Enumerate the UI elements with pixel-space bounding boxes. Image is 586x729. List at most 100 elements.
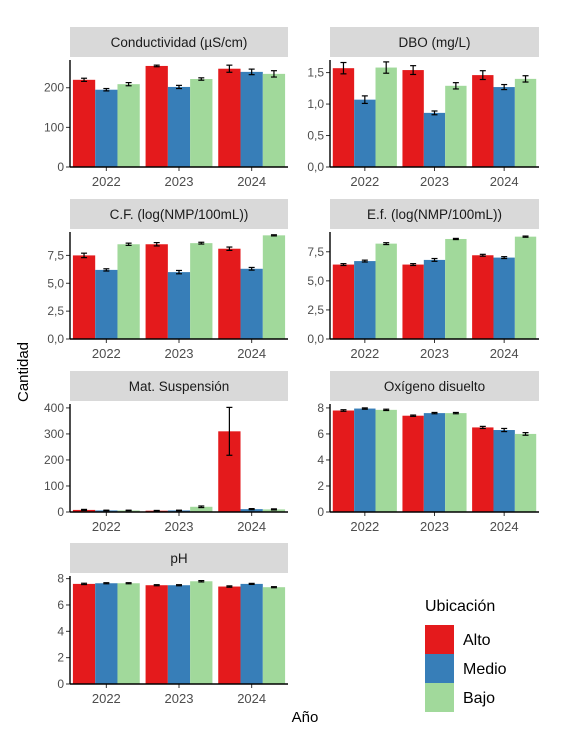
legend-label-alto: Alto <box>463 632 491 649</box>
panel-7-errorbar-medio-2024 <box>248 582 255 586</box>
panel-2-bar-alto-2023 <box>402 70 424 167</box>
panel-3-ytick-label: 5,0 <box>47 276 64 290</box>
panel-1-errorbar-medio-2023 <box>176 84 182 90</box>
panel-5-errorbar-bajo-2024 <box>270 508 277 511</box>
panel-1: Conductividad (µS/cm) 0 100 200 2022 2023 2024 <box>44 27 288 189</box>
panel-4-title: E.f. (log(NMP/100mL)) <box>367 207 502 222</box>
panel-1-xtick-label: 2024 <box>237 174 266 189</box>
panel-1-errorbar-medio-2024 <box>248 68 255 76</box>
panel-5-errorbar-bajo-2023 <box>198 505 205 509</box>
panel-1-ytick-label: 100 <box>44 120 64 134</box>
panel-1-errorbar-alto-2023 <box>153 64 160 68</box>
panel-6-ytick-label: 4 <box>317 453 324 467</box>
panel-7-bar-alto-2024 <box>218 586 241 684</box>
panel-3-bar-bajo-2023 <box>190 243 213 339</box>
panel-7-errorbar-medio-2022 <box>103 582 110 585</box>
panel-6-bar-medio-2023 <box>423 413 446 512</box>
panel-5-strip <box>70 371 288 401</box>
panel-6-ytick-label: 0 <box>317 505 324 519</box>
legend-swatch-bajo <box>425 683 454 712</box>
panel-5-errorbar-medio-2023 <box>176 509 182 512</box>
panel-7-bar-medio-2023 <box>167 585 191 684</box>
legend-title: Ubicación <box>425 598 495 615</box>
panel-2: DBO (mg/L) 0,0 0,5 1,0 1,5 2022 2023 2024 <box>307 27 539 189</box>
panel-5-ytick-label: 0 <box>57 505 64 519</box>
panel-3-errorbar-medio-2024 <box>248 266 255 271</box>
panel-2-ytick-label: 1,5 <box>307 66 324 80</box>
panel-3-errorbar-alto-2022 <box>81 252 88 259</box>
panel-5-errorbar-alto-2022 <box>81 508 88 512</box>
panel-4-bar-medio-2024 <box>493 257 515 339</box>
panel-7-errorbar-alto-2023 <box>153 584 160 587</box>
panel-2-bar-bajo-2022 <box>375 67 397 167</box>
panel-2-bar-medio-2024 <box>493 87 515 167</box>
panel-4-errorbar-medio-2024 <box>501 256 508 260</box>
panel-3-ytick-label: 2,5 <box>47 304 64 318</box>
panel-2-errorbar-medio-2024 <box>501 83 508 91</box>
panel-2-errorbar-medio-2022 <box>361 95 368 105</box>
panel-3-xtick-label: 2022 <box>92 346 121 361</box>
panel-3-errorbar-bajo-2024 <box>270 234 277 237</box>
legend-label-medio: Medio <box>463 661 507 678</box>
panel-3-bar-alto-2023 <box>145 244 168 339</box>
panel-6-bar-alto-2023 <box>402 415 424 512</box>
panel-1-errorbar-alto-2022 <box>81 77 88 83</box>
panel-7-strip <box>70 543 288 573</box>
panel-3-xtick-label: 2024 <box>237 346 266 361</box>
panel-1-bar-bajo-2022 <box>117 84 140 167</box>
legend-label-bajo: Bajo <box>463 690 495 707</box>
panel-5-xtick-label: 2022 <box>92 519 121 534</box>
panel-5-ytick-label: 100 <box>44 479 64 493</box>
panel-6: Oxígeno disuelto 0 2 4 6 8 2022 2023 2024 <box>317 371 539 534</box>
panel-7-errorbar-medio-2023 <box>176 584 182 587</box>
panel-4-errorbar-medio-2023 <box>431 257 438 262</box>
panel-6-xtick-label: 2024 <box>490 519 519 534</box>
panel-4-bar-bajo-2023 <box>445 238 467 339</box>
panel-5-errorbar-bajo-2022 <box>125 509 132 512</box>
panel-3-xtick-label: 2023 <box>165 346 194 361</box>
panel-7-bar-medio-2022 <box>95 583 118 684</box>
panel-2-xtick-label: 2024 <box>490 174 519 189</box>
panel-3-errorbar-alto-2023 <box>153 241 160 247</box>
panel-4-errorbar-bajo-2024 <box>522 235 529 238</box>
panel-1-xtick-label: 2022 <box>92 174 121 189</box>
panel-6-strip <box>330 371 539 401</box>
panel-1-title: Conductividad (µS/cm) <box>111 35 248 50</box>
panel-7-bar-bajo-2024 <box>262 587 286 684</box>
panel-4-errorbar-bajo-2022 <box>383 242 390 246</box>
panel-5-ytick-label: 400 <box>44 401 64 415</box>
panel-1-ytick-label: 0 <box>57 160 64 174</box>
panel-4-errorbar-alto-2023 <box>410 263 417 267</box>
panel-7-bar-alto-2022 <box>72 583 96 684</box>
panel-2-ytick-label: 1,0 <box>307 97 324 111</box>
panel-6-bar-alto-2024 <box>472 427 494 512</box>
panel-2-bar-medio-2022 <box>354 99 376 167</box>
panel-2-xtick-label: 2023 <box>420 174 449 189</box>
panel-4-bar-alto-2023 <box>402 264 424 339</box>
panel-6-errorbar-alto-2023 <box>410 414 417 417</box>
panel-2-strip <box>330 27 539 57</box>
panel-4-xtick-label: 2022 <box>350 346 379 361</box>
panel-1-strip <box>70 27 288 57</box>
panel-2-errorbar-bajo-2022 <box>383 61 390 74</box>
panel-3-ytick-label: 0,0 <box>47 332 64 346</box>
panel-1-bar-alto-2024 <box>218 68 241 167</box>
legend: Ubicación Alto Medio Bajo <box>425 598 507 712</box>
panel-3: C.F. (log(NMP/100mL)) 0,0 2,5 5,0 7,5 2022 202… <box>47 199 288 361</box>
panel-3-ytick-label: 7,5 <box>47 248 64 262</box>
panel-2-bar-bajo-2024 <box>514 78 537 167</box>
panel-5-xtick-label: 2024 <box>237 519 266 534</box>
panel-7-ytick-label: 8 <box>57 572 64 586</box>
panel-2-errorbar-bajo-2024 <box>522 75 529 83</box>
panel-7-bar-medio-2024 <box>240 583 263 684</box>
panel-1-errorbar-bajo-2024 <box>270 70 277 78</box>
panel-6-ytick-label: 2 <box>317 479 324 493</box>
panel-5-errorbar-alto-2023 <box>153 509 160 512</box>
panel-6-errorbar-medio-2023 <box>431 411 438 415</box>
panel-5-bar-bajo-2024 <box>262 509 286 512</box>
panel-5-bar-alto-2024 <box>218 431 241 512</box>
panel-7-title: pH <box>170 551 187 566</box>
panel-6-bar-bajo-2022 <box>375 409 397 512</box>
panel-7-ytick-label: 6 <box>57 598 64 612</box>
